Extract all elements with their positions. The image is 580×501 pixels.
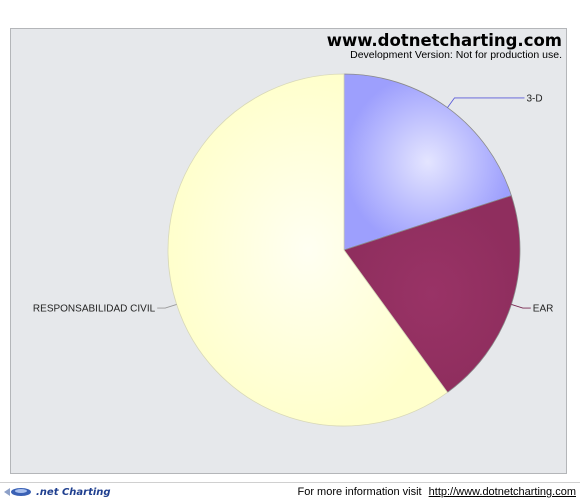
watermark-title: www.dotnetcharting.com: [326, 31, 562, 50]
logo-icon: [4, 488, 31, 496]
footer-link[interactable]: http://www.dotnetcharting.com: [428, 486, 576, 498]
slice-label-responsabilidad-civil: RESPONSABILIDAD CIVIL: [33, 304, 156, 315]
leader-line-responsabilidad-civil: [157, 303, 177, 309]
leader-line-ear: [511, 303, 531, 309]
pie-slice-ear: [343, 195, 521, 393]
pie-slice-responsabilidad-civil: [167, 73, 449, 427]
watermark-subtitle: Development Version: Not for production …: [350, 49, 562, 61]
footer-bar: .net Charting For more information visit…: [0, 482, 580, 501]
dotnetcharting-logo: .net Charting: [4, 485, 111, 499]
slice-label-ear: EAR: [533, 304, 554, 315]
slice-label-3-d: 3-D: [527, 93, 543, 104]
pie-slice-3-d: [343, 73, 512, 251]
footer-info: For more information visit http://www.do…: [297, 486, 576, 498]
leader-line-3-d: [447, 97, 525, 108]
logo-text: .net Charting: [36, 486, 111, 498]
footer-info-text: For more information visit: [297, 486, 422, 498]
